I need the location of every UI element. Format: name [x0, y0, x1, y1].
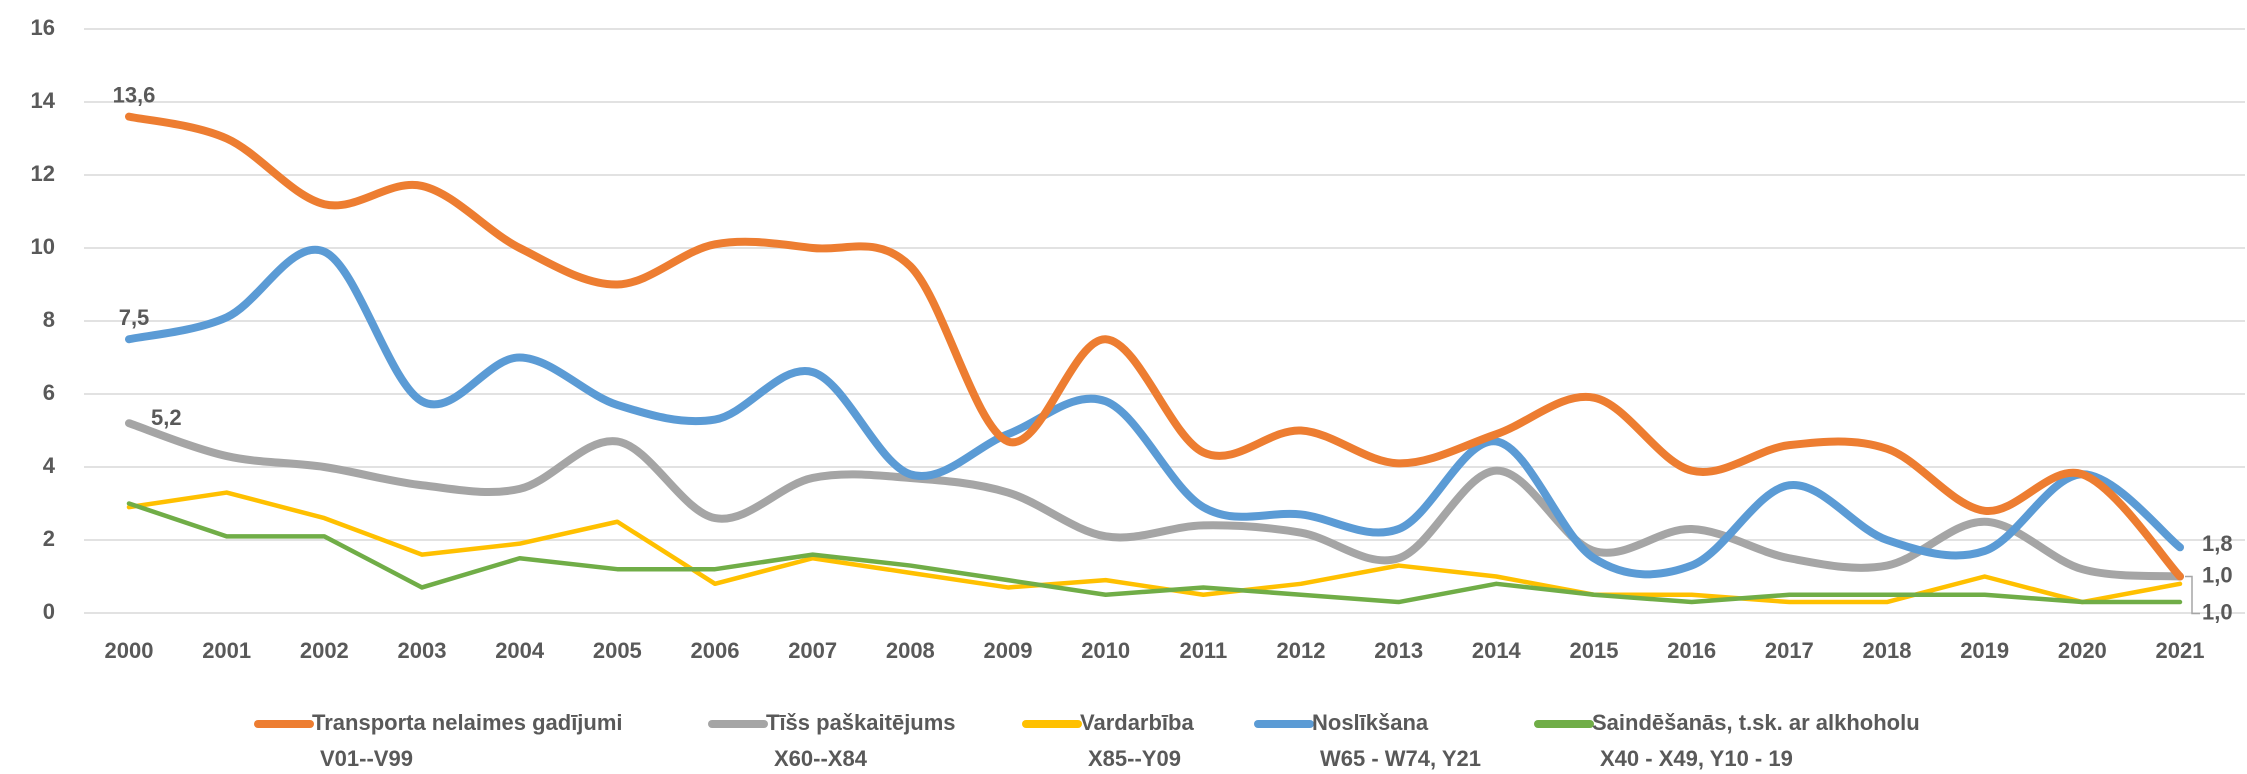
data-label: 13,6	[113, 82, 156, 107]
x-tick-label: 2016	[1667, 638, 1716, 663]
x-tick-label: 2009	[984, 638, 1033, 663]
x-tick-label: 2019	[1960, 638, 2009, 663]
x-tick-label: 2021	[2156, 638, 2205, 663]
legend-label: Noslīkšana	[1312, 710, 1429, 735]
x-tick-label: 2012	[1277, 638, 1326, 663]
x-tick-label: 2015	[1570, 638, 1619, 663]
y-tick-label: 10	[31, 234, 55, 259]
y-tick-label: 14	[31, 88, 56, 113]
x-tick-label: 2005	[593, 638, 642, 663]
x-tick-label: 2002	[300, 638, 349, 663]
y-tick-label: 2	[43, 526, 55, 551]
leader-line	[2185, 575, 2200, 615]
data-label: 1,0	[2202, 562, 2233, 587]
data-label: 7,5	[119, 305, 150, 330]
series-line	[126, 490, 2183, 605]
data-label: 1,8	[2202, 531, 2233, 556]
legend-code: V01--V99	[320, 746, 413, 771]
x-tick-label: 2000	[105, 638, 154, 663]
series-line	[125, 419, 2184, 581]
series-line	[126, 501, 2183, 605]
legend-label: Saindēšanās, t.sk. ar alkhoholu	[1592, 710, 1920, 735]
x-tick-label: 2001	[202, 638, 251, 663]
y-tick-label: 16	[31, 15, 55, 40]
legend-label: Tīšs paškaitējums	[766, 710, 956, 735]
data-label: 5,2	[151, 405, 182, 430]
series-line	[125, 112, 2184, 581]
data-label: 1,0	[2202, 599, 2233, 624]
x-tick-label: 2013	[1374, 638, 1423, 663]
x-tick-label: 2003	[398, 638, 447, 663]
y-tick-label: 8	[43, 307, 55, 332]
x-tick-label: 2011	[1179, 638, 1227, 663]
series-line	[125, 245, 2184, 579]
x-tick-label: 2014	[1472, 638, 1522, 663]
y-tick-label: 6	[43, 380, 55, 405]
x-tick-label: 2007	[788, 638, 837, 663]
x-tick-label: 2008	[886, 638, 935, 663]
y-tick-label: 4	[43, 453, 56, 478]
x-tick-label: 2018	[1863, 638, 1912, 663]
legend-code: X40 - X49, Y10 - 19	[1600, 746, 1793, 771]
x-tick-label: 2020	[2058, 638, 2107, 663]
x-tick-label: 2017	[1765, 638, 1814, 663]
x-tick-label: 2010	[1081, 638, 1130, 663]
legend-label: Transporta nelaimes gadījumi	[312, 710, 623, 735]
legend-label: Vardarbība	[1080, 710, 1194, 735]
y-tick-label: 12	[31, 161, 55, 186]
legend-code: X60--X84	[774, 746, 868, 771]
legend-code: X85--Y09	[1088, 746, 1181, 771]
x-tick-label: 2004	[495, 638, 545, 663]
x-tick-label: 2006	[691, 638, 740, 663]
y-tick-label: 0	[43, 599, 55, 624]
legend-code: W65 - W74, Y21	[1320, 746, 1481, 771]
